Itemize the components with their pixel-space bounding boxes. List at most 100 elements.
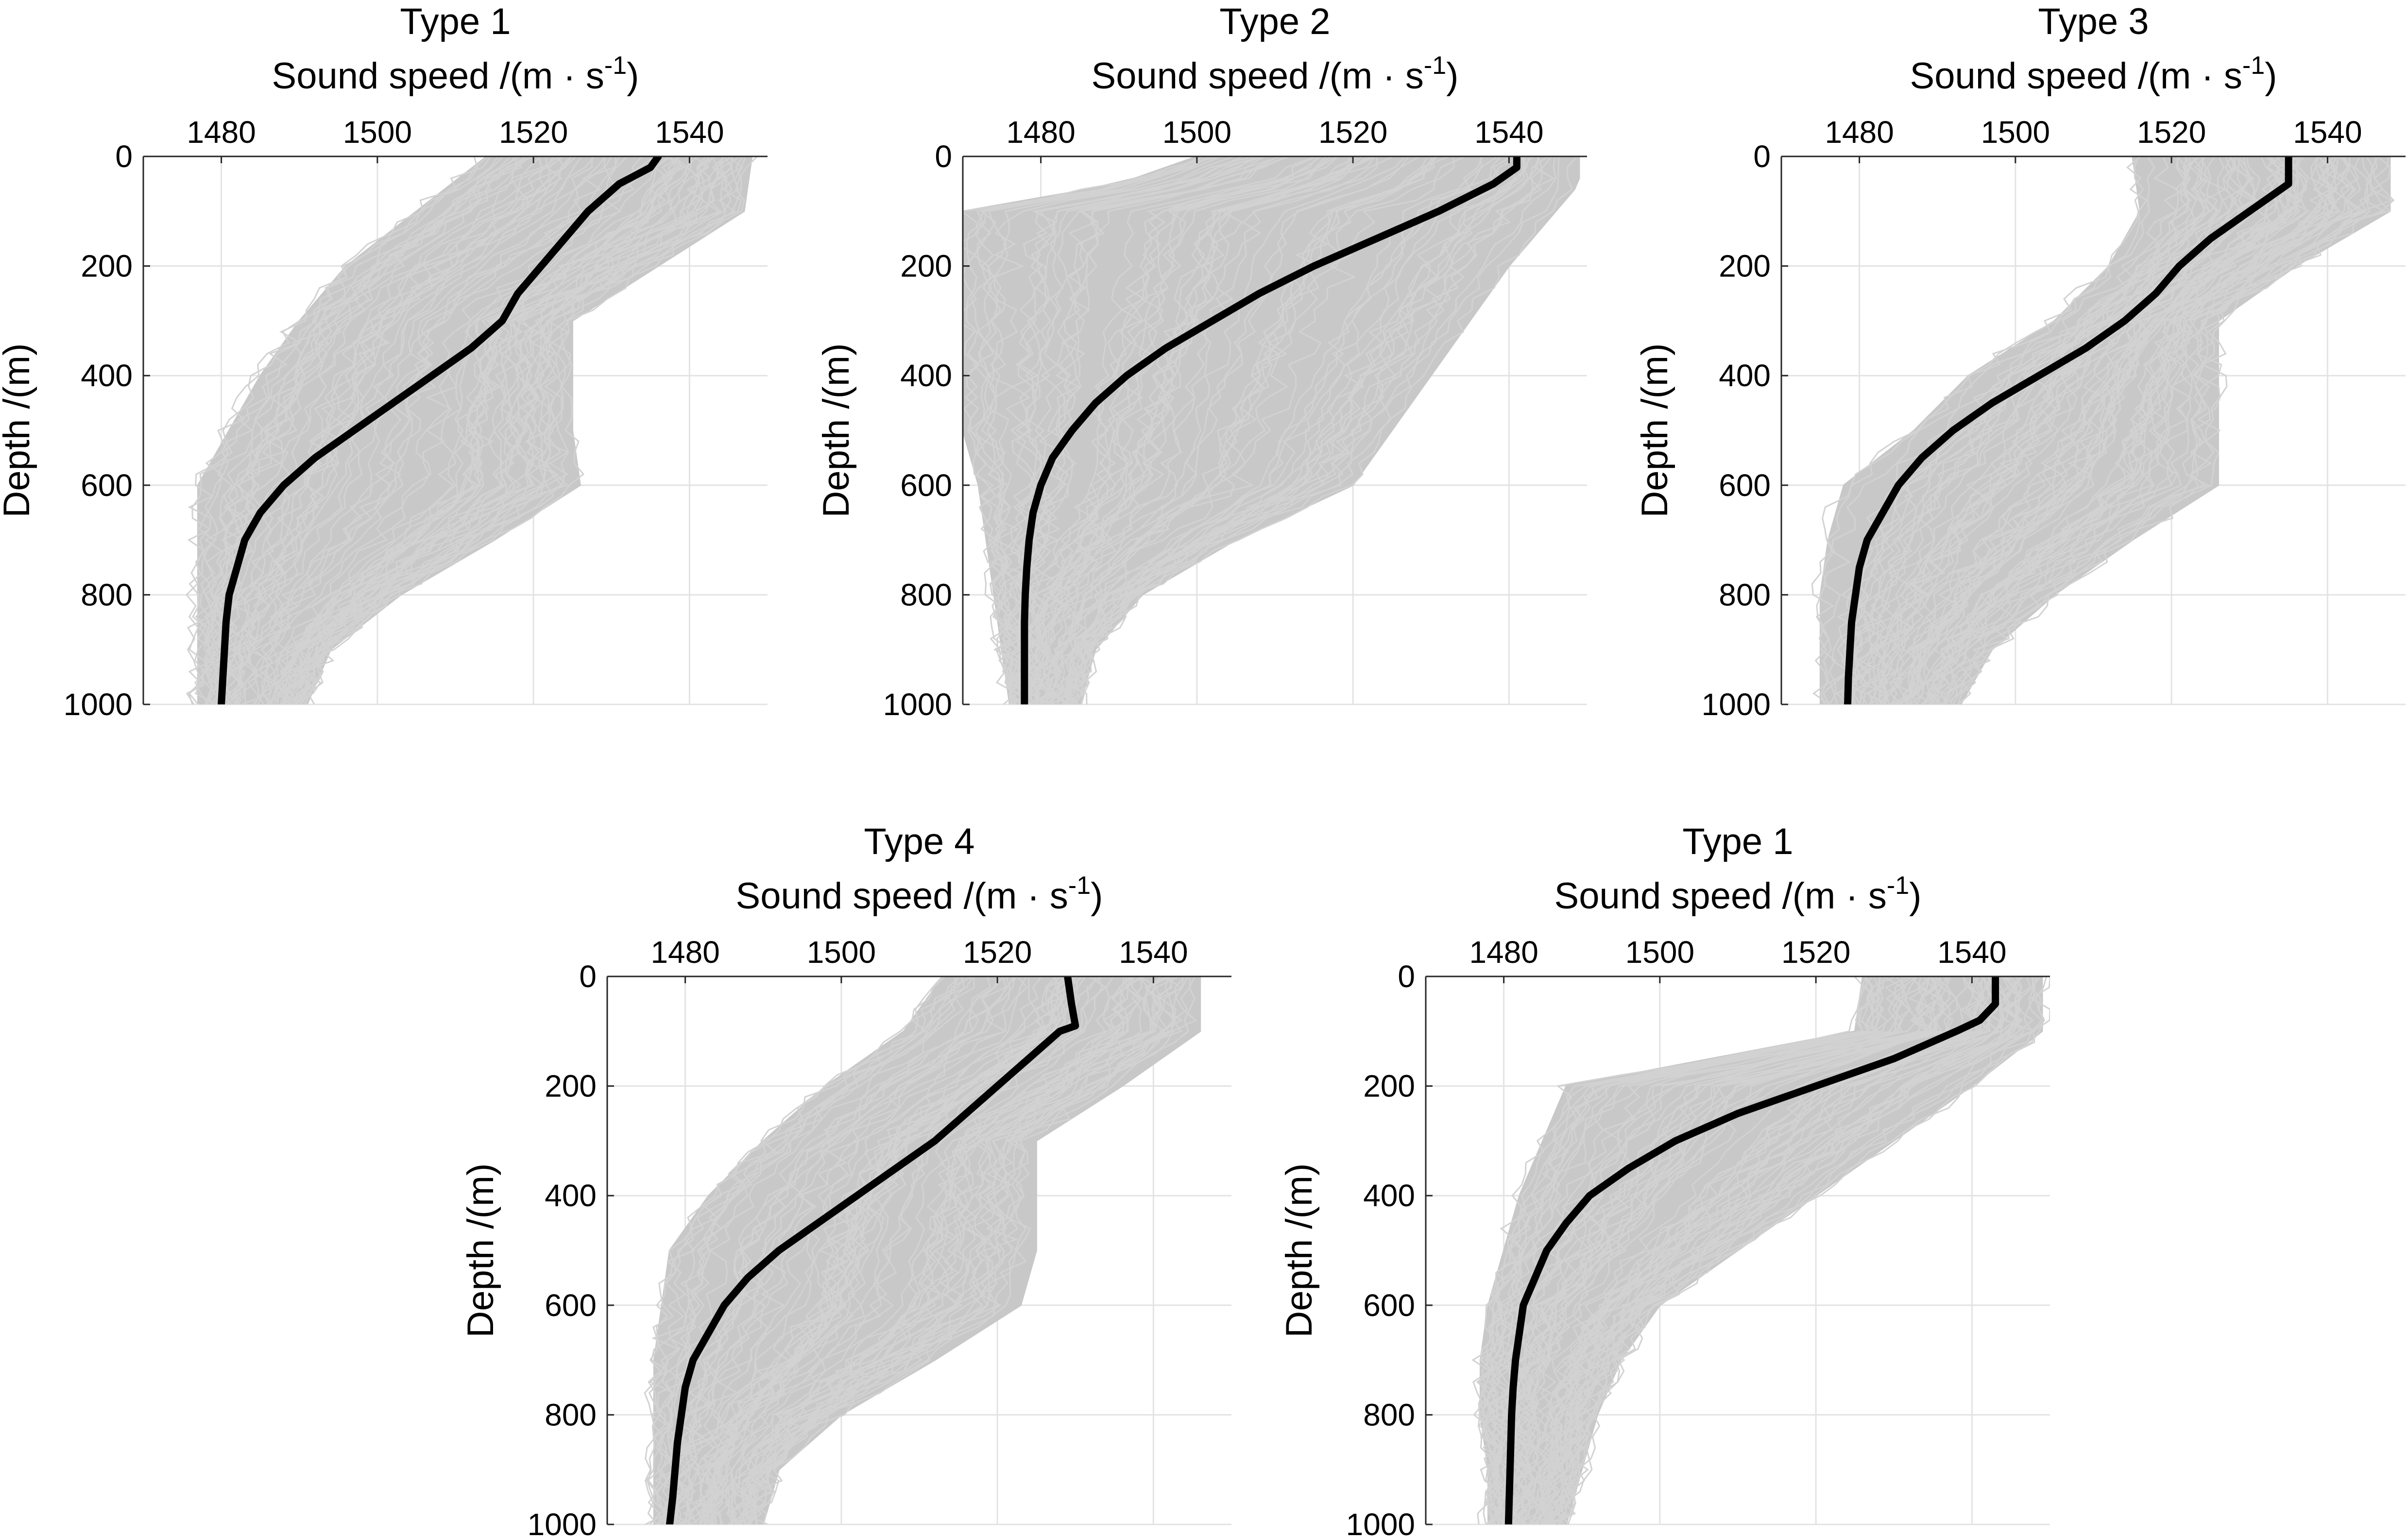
- profile-line: [1049, 156, 1435, 704]
- profile-line: [1490, 976, 1904, 1524]
- profile-line: [1829, 156, 2189, 704]
- chart-title: Type 3: [2038, 1, 2149, 42]
- profile-line: [727, 976, 1133, 1524]
- profile-line: [1957, 156, 2391, 704]
- profile-line: [1912, 156, 2307, 704]
- profile-line: [1854, 156, 2219, 704]
- profile-line: [1901, 156, 2287, 704]
- x-tick-label: 1520: [1781, 935, 1850, 970]
- profile-line: [1504, 976, 1936, 1524]
- profile-line: [227, 156, 573, 704]
- profile-line: [1889, 156, 2286, 704]
- x-tick-label: 1540: [655, 115, 724, 150]
- profile-line: [693, 976, 1059, 1524]
- profile-line: [1544, 976, 2022, 1524]
- x-tick-label: 1540: [2293, 115, 2362, 150]
- profile-line: [710, 976, 1084, 1524]
- profile-line: [1065, 156, 1499, 704]
- profile-line: [1916, 156, 2324, 704]
- mean-profile-line: [666, 976, 1079, 1524]
- x-axis-label: Sound speed /(m · s-1): [1092, 51, 1459, 97]
- x-axis-label: Sound speed /(m · s-1): [1910, 51, 2277, 97]
- profile-line: [1071, 156, 1527, 704]
- x-axis-label: Sound speed /(m · s-1): [736, 872, 1103, 917]
- profile-line: [680, 976, 1028, 1524]
- profile-line: [1065, 156, 1520, 704]
- profile-line: [1926, 156, 2329, 704]
- y-tick-label: 600: [1719, 468, 1771, 503]
- profile-line: [270, 156, 681, 704]
- y-tick-label: 600: [1363, 1288, 1415, 1323]
- profile-line: [236, 156, 593, 704]
- profile-line: [747, 976, 1179, 1524]
- profile-line: [645, 976, 960, 1524]
- profile-line: [279, 156, 698, 704]
- y-tick-label: 600: [81, 468, 133, 503]
- profile-line: [305, 156, 733, 704]
- x-tick-label: 1480: [1469, 935, 1538, 970]
- y-tick-label: 800: [900, 577, 952, 612]
- y-axis-label: Depth /(m): [0, 343, 37, 518]
- chart-panel-3: 1480 1500 1520 1540 0 200 400 600 800 1000 Sound s…: [1634, 1, 2406, 722]
- y-tick-label: 800: [545, 1397, 597, 1432]
- profile-line: [964, 156, 1205, 704]
- profile-line: [1852, 156, 2220, 704]
- profile-line: [658, 976, 972, 1524]
- profile-line: [1020, 156, 1316, 704]
- profile-line: [1538, 976, 1995, 1524]
- profile-line: [194, 156, 489, 704]
- profile-line: [1001, 156, 1260, 704]
- profile-line: [1029, 156, 1376, 704]
- profile-line: [300, 156, 744, 704]
- y-tick-label: 0: [1398, 959, 1415, 994]
- profile-line: [672, 976, 999, 1524]
- profile-line: [1021, 156, 1322, 704]
- y-axis-label: Depth /(m): [1279, 1163, 1320, 1338]
- profile-line: [1068, 156, 1526, 704]
- profile-line: [963, 156, 1203, 704]
- profile-line: [709, 976, 1107, 1524]
- y-tick-label: 400: [1719, 358, 1771, 393]
- profile-line: [1945, 156, 2384, 704]
- profile-line: [1958, 156, 2395, 704]
- profile-line: [267, 156, 669, 704]
- chart-title: Type 1: [400, 1, 511, 42]
- profile-line: [1516, 976, 1958, 1524]
- profile-line: [707, 976, 1097, 1524]
- profile-line: [687, 976, 1042, 1524]
- profile-line: [686, 976, 1027, 1524]
- profile-line: [1051, 156, 1450, 704]
- profile-line: [1064, 156, 1534, 704]
- profile-line: [253, 156, 616, 704]
- profile-line: [986, 156, 1234, 704]
- profile-line: [276, 156, 679, 704]
- profile-line: [224, 156, 563, 704]
- profile-line: [1070, 156, 1552, 704]
- y-tick-label: 200: [1719, 249, 1771, 284]
- profile-line: [1035, 156, 1359, 704]
- profile-line: [1044, 156, 1455, 704]
- profile-line: [187, 156, 492, 704]
- profile-line: [1558, 976, 2043, 1524]
- x-axis-label: Sound speed /(m · s-1): [272, 51, 639, 97]
- plot-area: [644, 976, 1201, 1524]
- x-tick-label: 1520: [2137, 115, 2206, 150]
- profile-line: [1940, 156, 2370, 704]
- y-tick-label: 600: [900, 468, 952, 503]
- profile-line: [188, 156, 499, 704]
- profile-line: [266, 156, 693, 704]
- y-tick-label: 0: [935, 139, 952, 174]
- profile-line: [654, 976, 959, 1524]
- x-tick-label: 1500: [1625, 935, 1694, 970]
- profile-line: [699, 976, 1061, 1524]
- x-tick-label: 1540: [1474, 115, 1543, 150]
- profile-line: [1014, 156, 1263, 704]
- profile-line: [1476, 976, 1874, 1524]
- chart-panel-4: 1480 1500 1520 1540 0 200 400 600 800 1000 Sound s…: [460, 821, 1231, 1539]
- y-axis-label: Depth /(m): [1634, 343, 1675, 518]
- profile-line: [1518, 976, 1951, 1524]
- profile-line: [1868, 156, 2225, 704]
- mean-profile-line: [1504, 976, 1999, 1524]
- profile-line: [1527, 976, 1957, 1524]
- x-tick-label: 1540: [1119, 935, 1188, 970]
